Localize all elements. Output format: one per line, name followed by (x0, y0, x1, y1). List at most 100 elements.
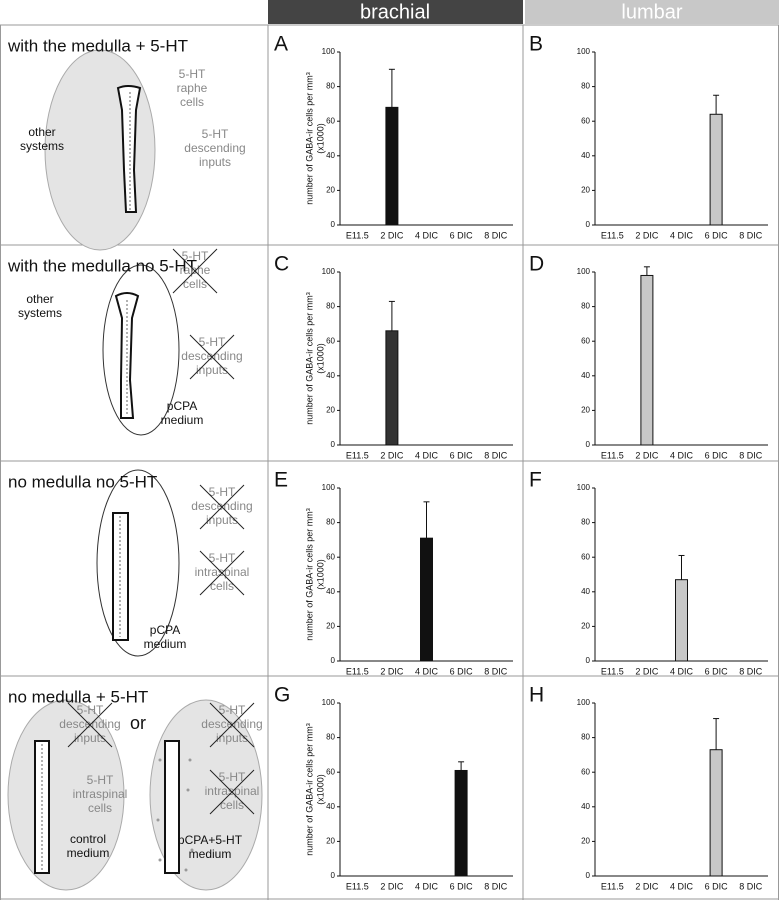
cross-out (209, 702, 255, 748)
panel-letter: D (529, 253, 544, 276)
bar (709, 113, 723, 226)
row-label: with the medulla no 5-HT (7, 256, 197, 275)
x-tick-label: 4 DIC (670, 881, 694, 891)
cross-out (172, 248, 218, 294)
y-tick-label: 40 (326, 587, 335, 596)
x-tick-label: E11.5 (346, 881, 369, 891)
x-tick-label: E11.5 (601, 450, 624, 460)
diagram-note: intraspinal (195, 565, 250, 579)
diagram-note: pCPA (167, 399, 197, 413)
diagram-note: descending (181, 349, 242, 363)
x-tick-label: 2 DIC (380, 450, 404, 460)
bar (675, 579, 688, 662)
x-tick-label: 8 DIC (739, 881, 763, 891)
diagram-note: descending (201, 717, 262, 731)
diagram-note: systems (20, 139, 64, 153)
bar (385, 330, 399, 446)
y-tick-label: 40 (581, 802, 590, 811)
x-tick-label: 6 DIC (450, 881, 474, 891)
diagram-note: systems (18, 306, 62, 320)
diagram-note: descending (184, 141, 245, 155)
y-axis-label: number of GABA-ir cells per mm³ (304, 508, 314, 641)
y-tick-label: 80 (581, 518, 590, 527)
y-tick-label: 0 (586, 656, 591, 665)
diagram-note: other (28, 125, 55, 139)
y-tick-label: 40 (326, 371, 335, 380)
x-tick-label: 6 DIC (705, 881, 729, 891)
y-tick-label: 60 (581, 767, 590, 776)
diagram-note: other (26, 292, 53, 306)
x-tick-label: 2 DIC (635, 230, 659, 240)
bar (709, 749, 723, 877)
panel-letter: H (529, 684, 544, 707)
row-label: with the medulla + 5-HT (7, 36, 188, 55)
y-axis-label: (x1000) (315, 123, 325, 154)
y-tick-label: 100 (322, 267, 336, 276)
diagram-note: 5-HT (209, 485, 236, 499)
x-tick-label: 6 DIC (705, 666, 729, 676)
y-tick-label: 80 (326, 82, 335, 91)
y-tick-label: 100 (322, 483, 336, 492)
diagram-note: 5-HT (199, 335, 226, 349)
y-tick-label: 100 (577, 483, 591, 492)
x-tick-label: 4 DIC (670, 666, 694, 676)
y-tick-label: 100 (577, 698, 591, 707)
x-tick-label: E11.5 (346, 230, 369, 240)
diagram-note: cells (88, 801, 112, 815)
y-tick-label: 100 (577, 47, 591, 56)
y-tick-label: 40 (326, 151, 335, 160)
y-tick-label: 60 (326, 767, 335, 776)
cross-out (189, 334, 235, 380)
y-tick-label: 80 (581, 82, 590, 91)
diagram-note: or (130, 713, 146, 733)
y-tick-label: 100 (322, 47, 336, 56)
y-tick-label: 60 (326, 336, 335, 345)
x-tick-label: E11.5 (346, 666, 369, 676)
diagram-note: 5-HT (77, 703, 104, 717)
panel-letter: B (529, 33, 543, 56)
y-tick-label: 0 (586, 871, 591, 880)
y-tick-label: 20 (581, 186, 590, 195)
diagram-note: 5-HT (219, 770, 246, 784)
y-tick-label: 60 (326, 116, 335, 125)
x-tick-label: 6 DIC (705, 450, 729, 460)
y-axis-label: number of GABA-ir cells per mm³ (304, 292, 314, 425)
y-tick-label: 20 (326, 622, 335, 631)
y-tick-label: 20 (326, 837, 335, 846)
x-tick-label: 2 DIC (635, 450, 659, 460)
column-header: brachial (360, 1, 430, 23)
y-tick-label: 80 (326, 733, 335, 742)
y-axis-label: (x1000) (315, 343, 325, 374)
diagram-note: intraspinal (205, 784, 260, 798)
header-box (268, 0, 523, 24)
diagram-note: medium (144, 637, 187, 651)
column-header: lumbar (621, 1, 682, 23)
diagram-note: cells (220, 798, 244, 812)
x-tick-label: 2 DIC (380, 881, 404, 891)
diagram-note: 5-HT (219, 703, 246, 717)
x-tick-label: E11.5 (601, 230, 624, 240)
y-tick-label: 100 (322, 698, 336, 707)
x-tick-label: 8 DIC (739, 230, 763, 240)
y-tick-label: 40 (326, 802, 335, 811)
y-axis-label: number of GABA-ir cells per mm³ (304, 72, 314, 205)
diagram-note: medium (161, 413, 204, 427)
diagram-note: inputs (199, 155, 231, 169)
x-tick-label: 8 DIC (484, 230, 508, 240)
x-tick-label: 8 DIC (484, 666, 508, 676)
diagram (7, 49, 263, 891)
diagram-note: cells (183, 277, 207, 291)
x-tick-label: 2 DIC (635, 881, 659, 891)
y-tick-label: 0 (331, 871, 336, 880)
y-tick-label: 20 (326, 186, 335, 195)
y-tick-label: 100 (577, 267, 591, 276)
diagram-note: pCPA (150, 623, 180, 637)
y-tick-label: 0 (331, 656, 336, 665)
diagram-note: pCPA+5-HT (178, 833, 243, 847)
x-tick-label: 6 DIC (450, 230, 474, 240)
x-tick-label: 4 DIC (415, 666, 439, 676)
row-label: no medulla no 5-HT (8, 472, 157, 491)
y-axis-label: (x1000) (315, 774, 325, 805)
y-tick-label: 20 (326, 406, 335, 415)
y-axis-label: number of GABA-ir cells per mm³ (304, 723, 314, 856)
